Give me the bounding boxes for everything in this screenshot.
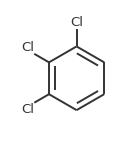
- Text: Cl: Cl: [21, 103, 34, 116]
- Text: Cl: Cl: [21, 41, 34, 54]
- Text: Cl: Cl: [70, 16, 83, 29]
